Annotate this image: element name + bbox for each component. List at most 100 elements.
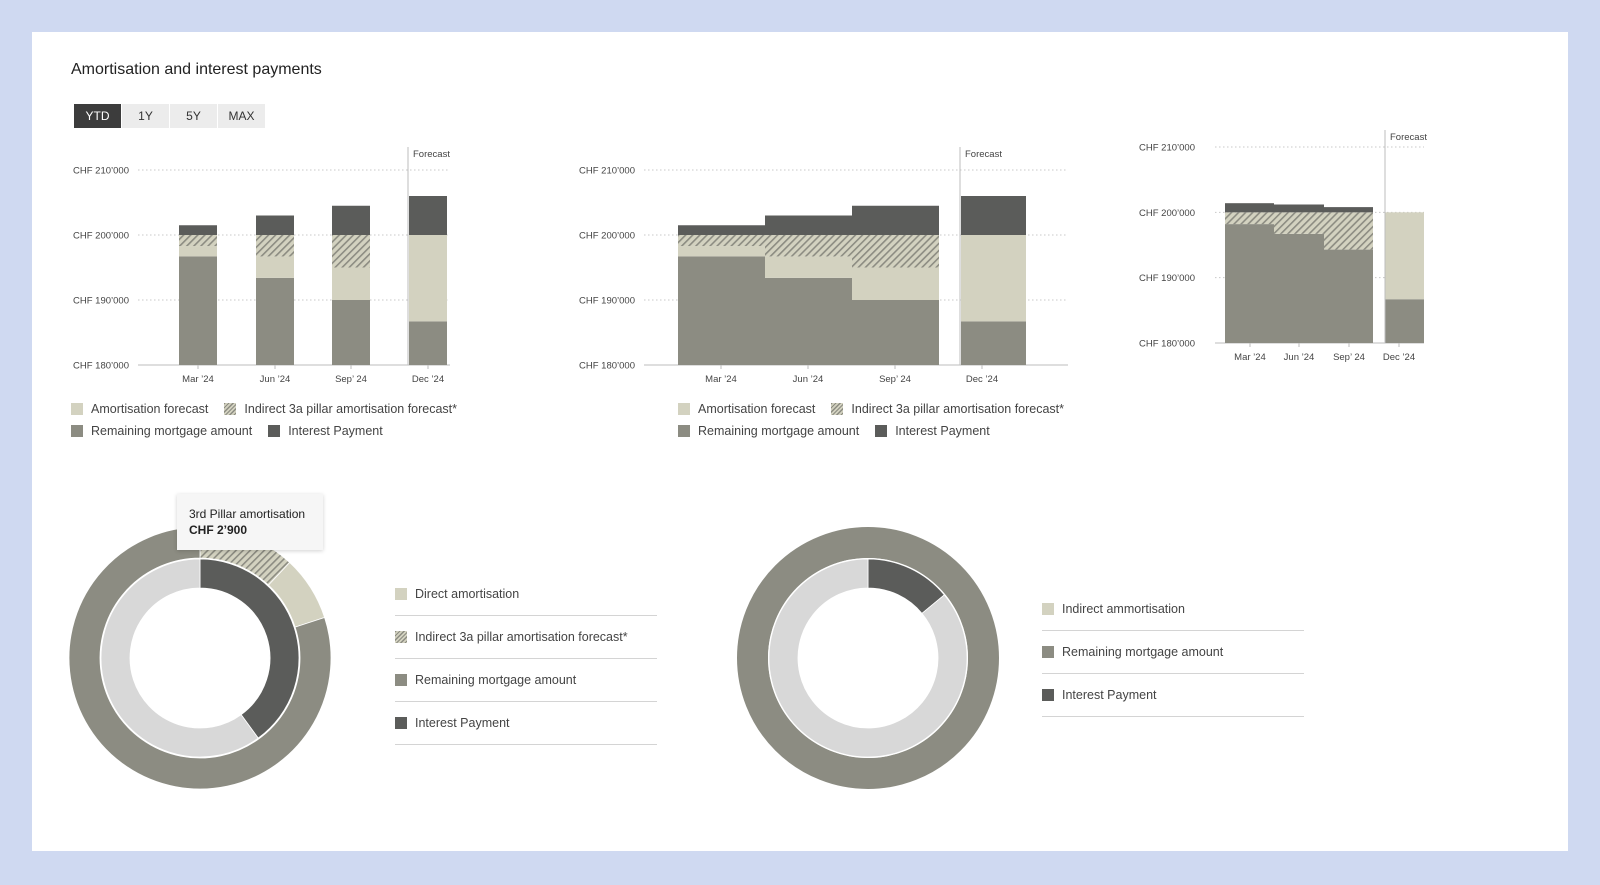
bar-amortisation-forecast (179, 246, 217, 257)
bar-remaining-mortgage (765, 277, 852, 365)
x-tick-label: Mar ’24 (182, 374, 214, 385)
x-tick-label: Sep’ 24 (335, 374, 367, 385)
swatch (1042, 646, 1054, 658)
donut1-legend: Direct amortisation Indirect 3a pillar a… (395, 573, 657, 745)
bar-remaining-mortgage (332, 300, 370, 365)
slice-remaining-mortgage (737, 527, 999, 789)
x-tick-label: Dec ’24 (966, 374, 998, 385)
bar-interest-payment (1225, 203, 1274, 213)
bar-indirect-3a (179, 235, 217, 247)
bar-indirect-3a (256, 235, 294, 257)
y-tick-label: CHF 190’000 (1139, 273, 1195, 284)
slice-interest-payment (199, 558, 300, 739)
page-title: Amortisation and interest payments (71, 61, 322, 78)
x-tick-label: Jun ’24 (793, 374, 824, 385)
bar-remaining-mortgage (961, 321, 1026, 365)
x-tick-label: Jun ’24 (1284, 352, 1315, 363)
bar-amortisation-forecast (1385, 212, 1424, 300)
legend-label: Remaining mortgage amount (91, 424, 253, 438)
y-tick-label: CHF 210’000 (1139, 143, 1195, 154)
legend-label: Remaining mortgage amount (698, 424, 860, 438)
chart2-legend: Amortisation forecast Indirect 3a pillar… (678, 398, 1080, 442)
donut-hole (799, 589, 937, 727)
legend-indirect-3a: Indirect 3a pillar amortisation forecast… (224, 402, 457, 416)
dashboard-card: Amortisation and interest payments YTD 1… (32, 32, 1568, 851)
swatch (831, 403, 844, 415)
tab-1y[interactable]: 1Y (122, 104, 169, 128)
bar-remaining-mortgage (678, 256, 765, 365)
bar-remaining-mortgage (1385, 299, 1424, 343)
bar-amortisation-forecast (961, 235, 1026, 322)
legend-interest-payment: Interest Payment (875, 424, 990, 438)
y-tick-label: CHF 180’000 (73, 361, 129, 372)
legend-interest-payment: Interest Payment (268, 424, 383, 438)
legend-label: Amortisation forecast (91, 402, 209, 416)
legend-remaining-mortgage: Remaining mortgage amount (71, 424, 252, 438)
forecast-label: Forecast (413, 149, 450, 160)
legend-indirect-ammortisation: Indirect ammortisation (1042, 588, 1304, 631)
bar-indirect-3a (852, 235, 939, 268)
tooltip-title: 3rd Pillar amortisation (189, 507, 306, 521)
legend-indirect-3a: Indirect 3a pillar amortisation forecast… (395, 616, 657, 659)
period-tabs: YTD 1Y 5Y MAX (74, 104, 265, 128)
swatch (1042, 603, 1054, 615)
forecast-label: Forecast (965, 149, 1002, 160)
y-tick-label: CHF 180’000 (579, 361, 635, 372)
chart1-legend: Amortisation forecast Indirect 3a pillar… (71, 398, 473, 442)
y-tick-label: CHF 210’000 (579, 166, 635, 177)
bar-remaining-mortgage (179, 256, 217, 365)
x-tick-label: Jun ’24 (260, 374, 291, 385)
tooltip-value: CHF 2’900 (189, 523, 248, 537)
donut2-legend: Indirect ammortisation Remaining mortgag… (1042, 588, 1304, 717)
x-tick-label: Dec ’24 (1383, 352, 1415, 363)
y-tick-label: CHF 190’000 (579, 296, 635, 307)
legend-label: Interest Payment (1062, 688, 1157, 702)
legend-remaining-mortgage: Remaining mortgage amount (395, 659, 657, 702)
bar-indirect-3a (1274, 212, 1324, 234)
y-tick-label: CHF 180’000 (1139, 339, 1195, 350)
legend-direct-amortisation: Direct amortisation (395, 573, 657, 616)
bar-interest-payment (961, 196, 1026, 235)
legend-label: Amortisation forecast (698, 402, 816, 416)
y-tick-label: CHF 210’000 (73, 166, 129, 177)
legend-label: Interest Payment (415, 716, 510, 730)
legend-amortisation-forecast: Amortisation forecast (71, 402, 208, 416)
legend-label: Interest Payment (895, 424, 990, 438)
bar-indirect-3a (678, 235, 765, 247)
tab-max[interactable]: MAX (218, 104, 265, 128)
x-tick-label: Mar ’24 (1234, 352, 1266, 363)
legend-interest-payment: Interest Payment (395, 702, 657, 745)
bar-indirect-3a (1324, 212, 1373, 250)
x-tick-label: Dec ’24 (412, 374, 444, 385)
swatch (71, 425, 83, 437)
swatch (395, 631, 407, 643)
legend-remaining-mortgage: Remaining mortgage amount (1042, 631, 1304, 674)
bar-amortisation-forecast (852, 267, 939, 300)
y-tick-label: CHF 200’000 (73, 231, 129, 242)
bar-remaining-mortgage (256, 277, 294, 365)
legend-interest-payment: Interest Payment (1042, 674, 1304, 717)
legend-amortisation-forecast: Amortisation forecast (678, 402, 815, 416)
tab-5y[interactable]: 5Y (170, 104, 217, 128)
bar-remaining-mortgage (1324, 249, 1373, 343)
bar-remaining-mortgage (409, 321, 447, 365)
bar-amortisation-forecast (678, 246, 765, 257)
swatch (224, 403, 237, 415)
bar-indirect-3a (765, 235, 852, 257)
bar-remaining-mortgage (1274, 233, 1324, 343)
slice-other (768, 558, 968, 758)
legend-label: Remaining mortgage amount (415, 673, 577, 687)
x-tick-label: Sep’ 24 (1333, 352, 1365, 363)
legend-label: Direct amortisation (415, 587, 520, 601)
bar-interest-payment (256, 215, 294, 235)
slice-other (100, 558, 259, 758)
tab-ytd[interactable]: YTD (74, 104, 121, 128)
bar-indirect-3a (332, 235, 370, 268)
legend-indirect-3a: Indirect 3a pillar amortisation forecast… (831, 402, 1064, 416)
legend-label: Interest Payment (288, 424, 383, 438)
legend-remaining-mortgage: Remaining mortgage amount (678, 424, 859, 438)
x-tick-label: Sep’ 24 (879, 374, 911, 385)
swatch (678, 403, 690, 415)
y-tick-label: CHF 200’000 (579, 231, 635, 242)
swatch (875, 425, 888, 437)
